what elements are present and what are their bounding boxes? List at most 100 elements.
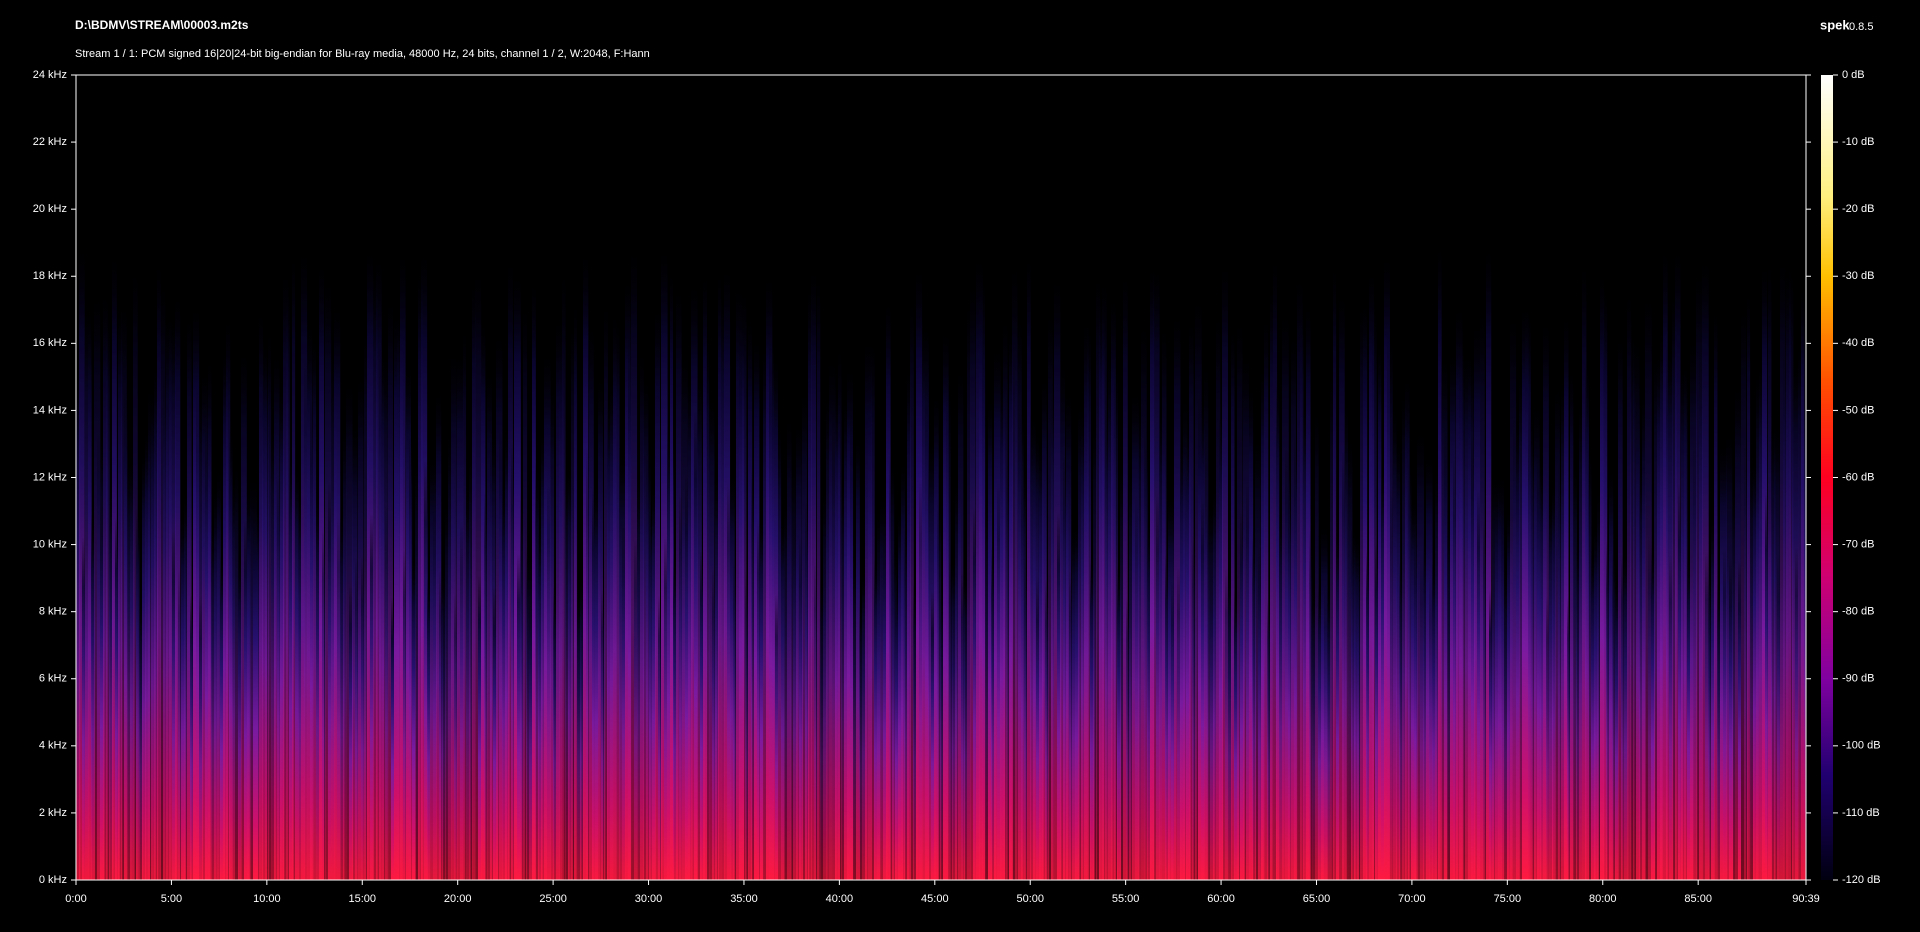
spectrum-column bbox=[433, 502, 437, 880]
spectrum-column bbox=[118, 301, 123, 880]
spectrum-column bbox=[1789, 255, 1794, 880]
spectrum-column bbox=[1246, 481, 1250, 880]
spectrum-column bbox=[1561, 374, 1567, 880]
spectrum-column bbox=[1156, 493, 1162, 880]
spectrum-column bbox=[898, 507, 904, 880]
spectrum-column bbox=[148, 376, 154, 880]
spectrum-column bbox=[508, 249, 513, 880]
spectrum-column bbox=[808, 278, 812, 880]
y-tick-label: 12 kHz bbox=[33, 471, 67, 483]
spectrum-column bbox=[565, 461, 570, 880]
spectrum-column bbox=[190, 595, 195, 880]
spectrum-column bbox=[1444, 422, 1448, 880]
spectrum-column bbox=[1369, 261, 1375, 880]
spectrum-column bbox=[1570, 361, 1574, 880]
y-tick-label: 16 kHz bbox=[33, 337, 67, 349]
spectrum-column bbox=[163, 366, 169, 880]
spectrum-column bbox=[121, 291, 127, 880]
spectrum-column bbox=[1192, 534, 1197, 880]
spectrum-column bbox=[1462, 344, 1466, 880]
spectrum-column bbox=[547, 483, 553, 880]
spectrum-column bbox=[1255, 429, 1261, 880]
spectrum-column bbox=[205, 421, 211, 880]
spectrum-column bbox=[475, 258, 482, 880]
spectrum-column bbox=[271, 419, 276, 880]
spectrum-column bbox=[139, 596, 144, 880]
spectrum-column bbox=[268, 319, 272, 880]
spectrum-column bbox=[1315, 400, 1319, 880]
legend-label: -100 dB bbox=[1842, 740, 1881, 752]
spectrum-column bbox=[1537, 451, 1542, 880]
spectrum-column bbox=[1693, 436, 1698, 880]
y-tick-label: 4 kHz bbox=[39, 740, 67, 752]
spectrum-column bbox=[1468, 353, 1474, 880]
spectrum-column bbox=[1738, 559, 1742, 880]
spectrum-column bbox=[769, 334, 775, 880]
spectrum-column bbox=[1648, 535, 1652, 880]
spectrum-column bbox=[265, 350, 270, 880]
legend-label: -10 dB bbox=[1842, 136, 1874, 148]
app-name: spek bbox=[1820, 17, 1850, 32]
spectrum-column bbox=[742, 277, 747, 880]
spectrum-column bbox=[1309, 530, 1313, 880]
spectrum-column bbox=[1711, 512, 1715, 880]
spectrum-column bbox=[469, 443, 473, 880]
spectrum-column bbox=[535, 461, 539, 880]
spectrum-column bbox=[490, 426, 496, 880]
spectrum-column bbox=[1747, 281, 1751, 880]
spectrum-column bbox=[988, 391, 993, 880]
spectrum-column bbox=[1318, 585, 1324, 880]
spectrum-column bbox=[946, 376, 951, 880]
y-tick-label: 8 kHz bbox=[39, 606, 67, 618]
spectrum-column bbox=[568, 464, 573, 880]
spectrum-column bbox=[262, 334, 268, 880]
spectrum-column bbox=[142, 446, 146, 880]
spectrum-column bbox=[1555, 378, 1560, 880]
spectrum-column bbox=[1249, 381, 1254, 880]
spectrum-column bbox=[1594, 522, 1599, 880]
spectrum-column bbox=[688, 371, 693, 880]
spectrum-column bbox=[1345, 391, 1349, 880]
spectrum-column bbox=[382, 344, 388, 880]
spectrum-column bbox=[127, 453, 133, 880]
spectrum-column bbox=[628, 329, 632, 880]
spectrum-column bbox=[937, 494, 942, 880]
spectrum-column bbox=[736, 277, 742, 880]
spectrum-column bbox=[1093, 414, 1097, 880]
spectrum-column bbox=[1009, 322, 1013, 880]
spectrum-column bbox=[1087, 317, 1092, 880]
spectrum-column bbox=[295, 461, 299, 880]
y-tick-label: 20 kHz bbox=[33, 203, 67, 215]
spectrum-column bbox=[1675, 237, 1681, 880]
spectrum-column bbox=[493, 586, 499, 880]
x-tick-label: 15:00 bbox=[349, 893, 377, 905]
spectrum-column bbox=[550, 380, 555, 880]
spectrum-column bbox=[400, 242, 406, 880]
spectrum-column bbox=[1654, 346, 1658, 880]
spectrum-column bbox=[1663, 239, 1668, 880]
spectrum-column bbox=[130, 459, 135, 880]
spectrum-column bbox=[379, 349, 385, 880]
spectrum-column bbox=[373, 261, 378, 880]
spectrum-column bbox=[1384, 247, 1390, 880]
spectrum-column bbox=[1774, 416, 1780, 880]
spectrum-column bbox=[1585, 356, 1589, 880]
spectrum-column bbox=[157, 252, 161, 880]
spectrum-column bbox=[1450, 344, 1456, 880]
spectrum-column bbox=[1021, 463, 1026, 880]
spectrum-column bbox=[1759, 358, 1765, 880]
spectrum-column bbox=[931, 591, 937, 880]
spectrum-column bbox=[1528, 404, 1533, 880]
spectrum-column bbox=[220, 555, 226, 880]
spectrum-column bbox=[718, 263, 722, 880]
spectrum-column bbox=[1627, 281, 1632, 880]
spectrum-column bbox=[979, 269, 985, 880]
x-tick-label: 30:00 bbox=[635, 893, 663, 905]
spectrum-column bbox=[454, 593, 458, 880]
spectrum-column bbox=[1330, 362, 1335, 880]
spectrum-column bbox=[1588, 440, 1592, 880]
x-tick-label: 0:00 bbox=[65, 893, 86, 905]
app-version: 0.8.5 bbox=[1849, 21, 1873, 33]
spectrum-column bbox=[868, 351, 872, 880]
spectrum-column bbox=[1435, 462, 1440, 880]
